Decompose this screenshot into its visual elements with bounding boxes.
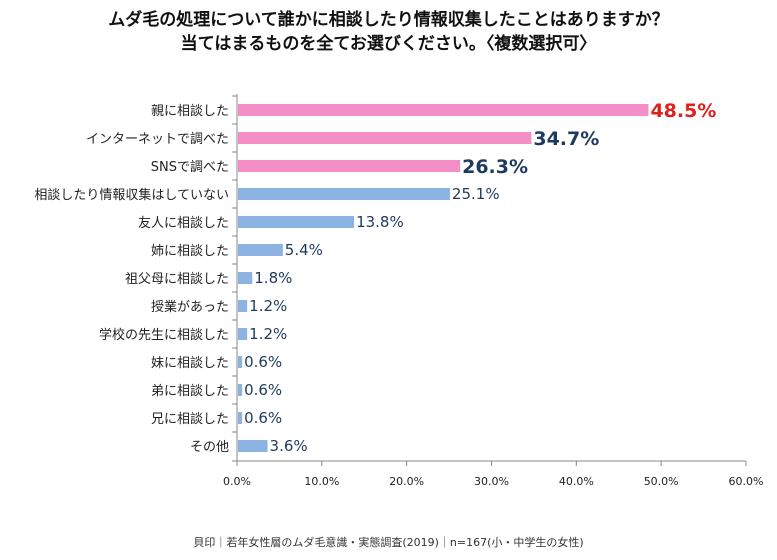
x-tick-label: 60.0% (729, 475, 764, 488)
data-label: 1.2% (249, 325, 287, 343)
bar (238, 300, 248, 312)
bar (238, 412, 243, 424)
bar (238, 216, 355, 228)
data-label: 0.6% (244, 353, 282, 371)
data-label: 0.6% (244, 409, 282, 427)
chart-title-line-1: ムダ毛の処理について誰かに相談したり情報収集したことはありますか？ (108, 10, 669, 30)
data-label: 3.6% (270, 437, 308, 455)
source-note: 貝印｜若年女性層のムダ毛意識・実態調査(2019)｜n=167(小・中学生の女性… (193, 536, 584, 549)
category-label: その他 (190, 440, 229, 455)
category-label: 授業があった (151, 299, 229, 315)
category-label: 妹に相談した (151, 355, 229, 371)
data-label: 25.1% (452, 185, 500, 203)
data-label: 1.2% (249, 297, 287, 315)
category-label: SNSで調べた (151, 160, 229, 175)
x-tick-label: 30.0% (474, 475, 509, 488)
bar (238, 440, 268, 452)
category-label: 姉に相談した (151, 243, 229, 259)
x-tick-label: 50.0% (644, 475, 679, 488)
bar (238, 160, 461, 172)
data-label: 13.8% (356, 213, 404, 231)
data-label: 1.8% (254, 269, 292, 287)
x-tick-label: 0.0% (223, 475, 251, 488)
data-label: 26.3% (462, 156, 528, 178)
data-label: 5.4% (285, 241, 323, 259)
data-label: 34.7% (533, 128, 599, 150)
bar (238, 384, 243, 396)
bar (238, 104, 649, 116)
chart-title: ムダ毛の処理について誰かに相談したり情報収集したことはありますか？ 当てはまるも… (0, 8, 777, 56)
bar (238, 328, 248, 340)
category-label: 相談したり情報収集はしていない (34, 187, 229, 203)
bar (238, 356, 243, 368)
category-label: 祖父母に相談した (125, 271, 229, 287)
bar-chart: 0.0% 10.0% 20.0% 30.0% 40.0% 50.0% 60.0% 親に相談した… (34, 94, 764, 488)
data-label: 0.6% (244, 381, 282, 399)
bar (238, 132, 532, 144)
x-tick-label: 20.0% (389, 475, 424, 488)
category-label: 友人に相談した (138, 215, 229, 231)
data-label: 48.5% (650, 100, 716, 122)
x-tick-label: 10.0% (304, 475, 339, 488)
bar (238, 272, 253, 284)
category-label: 弟に相談した (151, 383, 229, 399)
chart-title-line-2: 当てはまるものを全てお選びください。〈複数選択可〉 (180, 34, 597, 54)
bar (238, 188, 450, 200)
category-label: インターネットで調べた (86, 132, 229, 147)
category-label: 親に相談した (151, 103, 229, 119)
category-label: 兄に相談した (151, 411, 229, 427)
category-label: 学校の先生に相談した (99, 327, 229, 343)
x-tick-label: 40.0% (559, 475, 594, 488)
bar (238, 244, 283, 256)
